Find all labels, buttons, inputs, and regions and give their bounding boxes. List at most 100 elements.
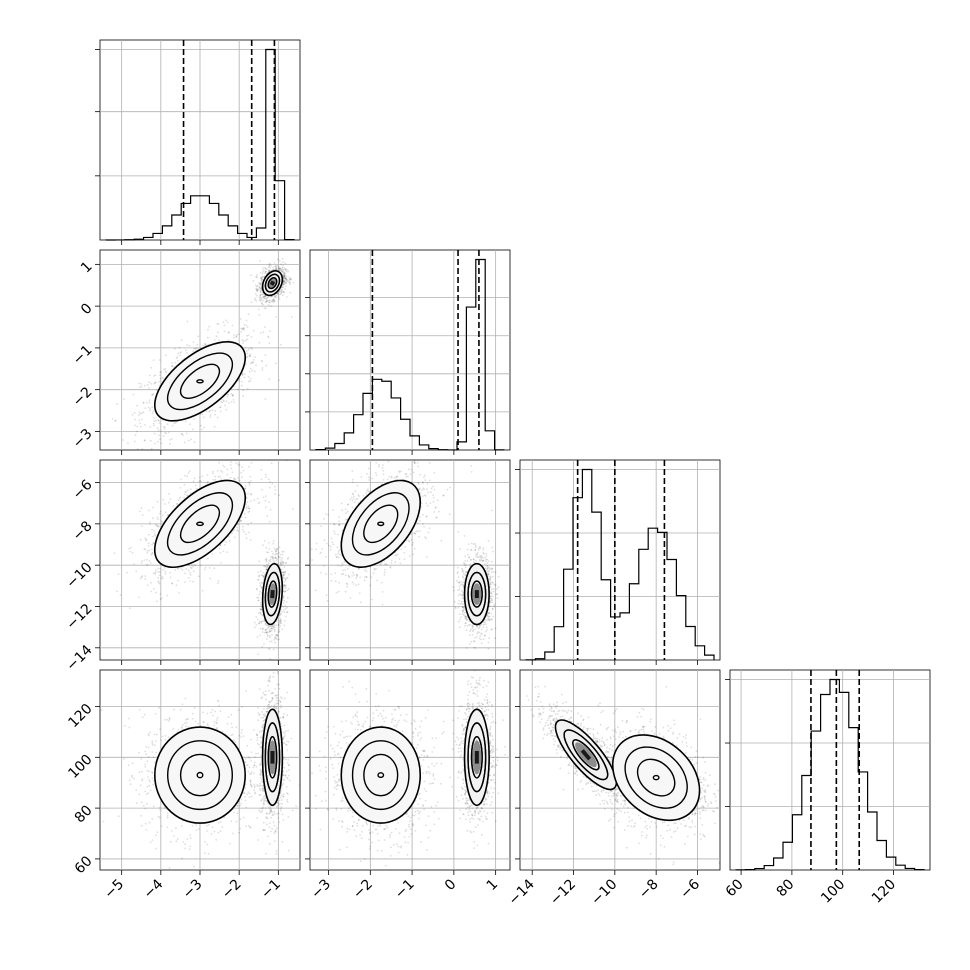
scatter-point (194, 564, 197, 567)
scatter-point (278, 619, 281, 622)
scatter-point (226, 551, 229, 553)
scatter-point (246, 326, 249, 329)
scatter-point (278, 269, 281, 272)
scatter-point (142, 402, 145, 404)
hist-panel-1 (305, 249, 511, 455)
scatter-point (251, 369, 254, 372)
scatter-point (266, 631, 269, 634)
contour-peak-1-0-0 (196, 379, 204, 384)
scatter-point (249, 353, 252, 356)
scatter-point (283, 273, 286, 276)
scatter-point (200, 424, 202, 427)
scatter-point (263, 297, 265, 300)
scatter-point (212, 470, 214, 473)
scatter-point (270, 305, 273, 307)
scatter-point (275, 558, 278, 560)
scatter-point (175, 584, 178, 587)
scatter-point (278, 556, 280, 558)
scatter-point (247, 334, 250, 337)
scatter-point (267, 336, 270, 339)
scatter-point (267, 478, 270, 481)
scatter-point (275, 637, 277, 639)
scatter-point (177, 567, 180, 570)
scatter-point (280, 559, 282, 561)
scatter-point (389, 566, 392, 568)
scatter-point (277, 624, 280, 626)
scatter-point (258, 574, 260, 577)
scatter-point (338, 581, 340, 584)
scatter-point (285, 587, 287, 590)
scatter-point (248, 484, 251, 486)
scatter-point (225, 541, 227, 543)
scatter-point (201, 428, 203, 431)
scatter-point (177, 352, 180, 355)
scatter-point (326, 600, 329, 602)
scatter-point (286, 606, 288, 609)
scatter-point (372, 460, 375, 461)
scatter-point (228, 539, 231, 542)
scatter-point (145, 538, 148, 541)
scatter-point (260, 587, 263, 589)
scatter-point (269, 301, 272, 303)
scatter-point (272, 299, 275, 302)
scatter-point (369, 584, 372, 587)
scatter-point (271, 555, 274, 557)
scatter-point (259, 260, 261, 262)
scatter-point (278, 630, 281, 633)
scatter-point (199, 480, 202, 483)
scatter-point (209, 577, 212, 580)
scatter-point (245, 319, 248, 322)
scatter-point (262, 574, 265, 577)
scatter-point (277, 293, 279, 295)
scatter-point (146, 558, 148, 561)
scatter-point (279, 553, 282, 556)
scatter-point (167, 514, 169, 517)
scatter-point (261, 369, 264, 371)
scatter-point (285, 281, 288, 284)
scatter-point (139, 386, 141, 389)
scatter-point (281, 563, 284, 566)
scatter-point (260, 277, 263, 280)
scatter-point (271, 556, 274, 559)
scatter-point (261, 280, 263, 283)
scatter-point (244, 487, 247, 490)
scatter-point (282, 283, 284, 286)
scatter-point (217, 475, 220, 478)
scatter-point (157, 440, 160, 443)
scatter-point (258, 622, 261, 625)
hist-step-2 (525, 468, 715, 661)
scatter-point (261, 272, 264, 275)
scatter-point (248, 510, 251, 513)
scatter-point (284, 288, 286, 290)
scatter-point (279, 621, 282, 623)
scatter-point (270, 627, 272, 630)
scatter-point (419, 515, 421, 518)
scatter-point (216, 322, 219, 325)
scatter-point (282, 609, 285, 611)
scatter-point (350, 496, 353, 499)
scatter-point (138, 382, 141, 385)
scatter-point (325, 555, 327, 558)
scatter-point (282, 280, 285, 283)
scatter-point (249, 379, 252, 382)
scatter-point (423, 474, 426, 477)
scatter-point (276, 265, 278, 267)
scatter-point (257, 599, 260, 602)
scatter-point (263, 307, 266, 310)
scatter-point (284, 605, 286, 607)
scatter-point (262, 269, 265, 271)
scatter-point (280, 268, 283, 271)
scatter-point (265, 568, 268, 571)
scatter-point (262, 496, 265, 499)
scatter-point (273, 547, 276, 550)
scatter-point (241, 328, 244, 331)
scatter-point (283, 580, 286, 583)
scatter-point (282, 273, 284, 276)
scatter-point (238, 464, 241, 467)
scatter-point (260, 279, 263, 282)
scatter-point (268, 648, 271, 651)
scatter-point (277, 555, 280, 558)
scatter-point (255, 624, 258, 626)
scatter-point (159, 371, 162, 374)
scatter-point (226, 395, 229, 398)
